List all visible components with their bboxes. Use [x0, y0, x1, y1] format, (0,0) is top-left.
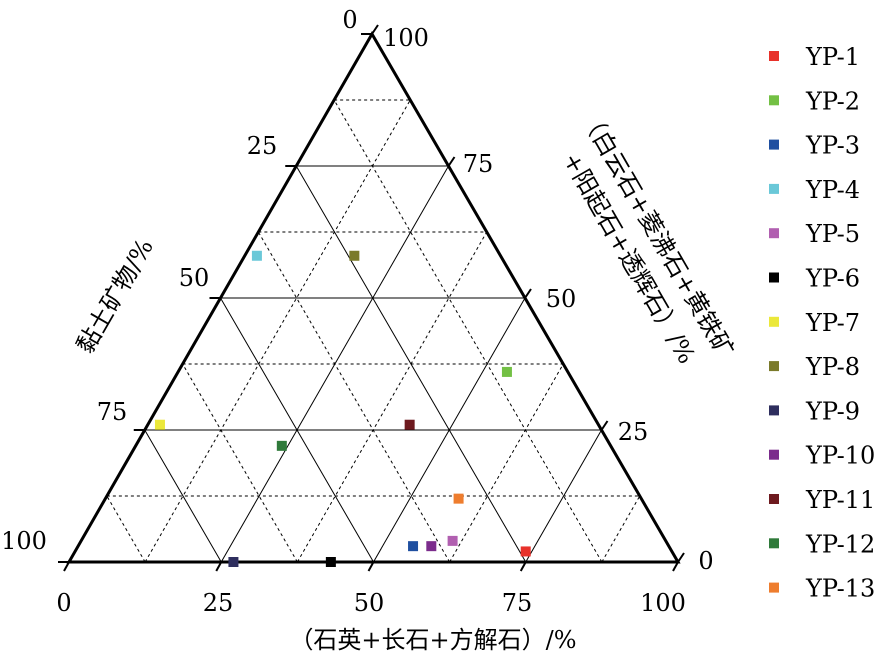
- bottom-tick-50: 50: [354, 589, 385, 617]
- grid-line-quartz: [144, 99, 411, 563]
- grid-line-clay: [333, 99, 603, 563]
- legend-label-yp-5: YP-5: [805, 220, 860, 248]
- grid-line-clay: [144, 429, 222, 563]
- grid-line-quartz: [296, 231, 488, 563]
- data-point-yp-1: [520, 546, 531, 557]
- legend-label-yp-6: YP-6: [805, 265, 860, 293]
- legend-marker-yp-13: [769, 582, 779, 593]
- legend: YP-1 YP-2 YP-3 YP-4 YP-5 YP-6 YP-7 YP-8 YP-9 YP-1…: [769, 43, 875, 603]
- tick-mark-bottom: [672, 561, 679, 572]
- data-point-yp-5: [447, 535, 458, 546]
- data-point-yp-11: [404, 419, 415, 430]
- grid-line-quartz: [525, 429, 602, 563]
- legend-marker-yp-11: [769, 494, 779, 504]
- legend-label-yp-10: YP-10: [805, 442, 875, 470]
- legend-marker-yp-3: [769, 139, 779, 150]
- legend-label-yp-7: YP-7: [805, 309, 860, 337]
- left-tick-50: 50: [179, 264, 210, 292]
- legend-label-yp-12: YP-12: [805, 530, 875, 558]
- left-tick-0: 0: [342, 6, 357, 34]
- data-point-yp-4: [251, 250, 262, 261]
- tick-mark-right: [600, 420, 609, 431]
- data-point-yp-13: [453, 493, 464, 504]
- bottom-tick-75: 75: [502, 589, 533, 617]
- tick-mark-right: [677, 552, 685, 563]
- legend-marker-yp-1: [769, 51, 779, 61]
- legend-marker-yp-10: [769, 449, 779, 460]
- bottom-tick-25: 25: [203, 589, 234, 617]
- tick-mark-bottom: [63, 561, 70, 572]
- legend-label-yp-4: YP-4: [805, 176, 860, 204]
- data-point-yp-7: [154, 419, 165, 430]
- right-tick-100: 100: [383, 24, 429, 52]
- tick-mark-right: [524, 288, 532, 299]
- legend-label-yp-1: YP-1: [805, 43, 860, 71]
- grid-line-clay: [220, 297, 374, 563]
- legend-marker-yp-4: [769, 183, 779, 194]
- grid-line-clay: [257, 231, 451, 563]
- data-point-yp-6: [325, 557, 336, 567]
- legend-marker-yp-7: [769, 316, 779, 327]
- legend-label-yp-3: YP-3: [805, 132, 860, 160]
- grid-line-clay: [182, 363, 298, 563]
- data-point-yp-9: [228, 557, 239, 567]
- legend-label-yp-11: YP-11: [805, 486, 875, 514]
- legend-label-yp-13: YP-13: [805, 575, 875, 603]
- grid-line-clay: [106, 495, 146, 563]
- tick-marks: [58, 24, 685, 572]
- left-tick-25: 25: [247, 132, 278, 160]
- left-axis-title: 黏土矿物/%: [71, 234, 159, 358]
- data-point-yp-10: [426, 541, 437, 552]
- left-tick-100: 100: [1, 527, 47, 555]
- bottom-tick-0: 0: [56, 589, 71, 617]
- grid-line-quartz: [601, 495, 641, 563]
- left-tick-75: 75: [97, 398, 128, 426]
- right-tick-25: 25: [618, 418, 649, 446]
- legend-marker-yp-6: [769, 272, 779, 283]
- right-tick-0: 0: [698, 547, 713, 575]
- tick-mark-bottom: [519, 561, 527, 572]
- data-point-yp-12: [276, 440, 287, 451]
- right-tick-75: 75: [463, 150, 494, 178]
- data-point-yp-3: [408, 541, 419, 552]
- tick-mark-bottom: [215, 561, 223, 572]
- data-points: [154, 250, 531, 567]
- bottom-axis-title: （石英+长石+方解石）/%: [289, 626, 576, 654]
- bottom-tick-100: 100: [640, 589, 686, 617]
- legend-marker-yp-5: [769, 228, 779, 239]
- data-point-yp-8: [349, 250, 360, 261]
- grid-line-quartz: [449, 363, 564, 563]
- grid-line-quartz: [373, 297, 526, 563]
- legend-marker-yp-12: [769, 538, 779, 549]
- legend-marker-yp-9: [769, 405, 779, 416]
- tick-mark-right: [371, 24, 379, 35]
- grid-lines: [106, 99, 641, 563]
- legend-label-yp-8: YP-8: [805, 353, 860, 381]
- data-point-yp-2: [501, 366, 512, 377]
- legend-label-yp-9: YP-9: [805, 397, 860, 425]
- right-tick-50: 50: [546, 285, 577, 313]
- tick-mark-right: [447, 156, 456, 167]
- legend-label-yp-2: YP-2: [805, 87, 860, 115]
- tick-mark-bottom: [367, 561, 375, 572]
- legend-marker-yp-8: [769, 361, 779, 372]
- legend-marker-yp-2: [769, 95, 779, 106]
